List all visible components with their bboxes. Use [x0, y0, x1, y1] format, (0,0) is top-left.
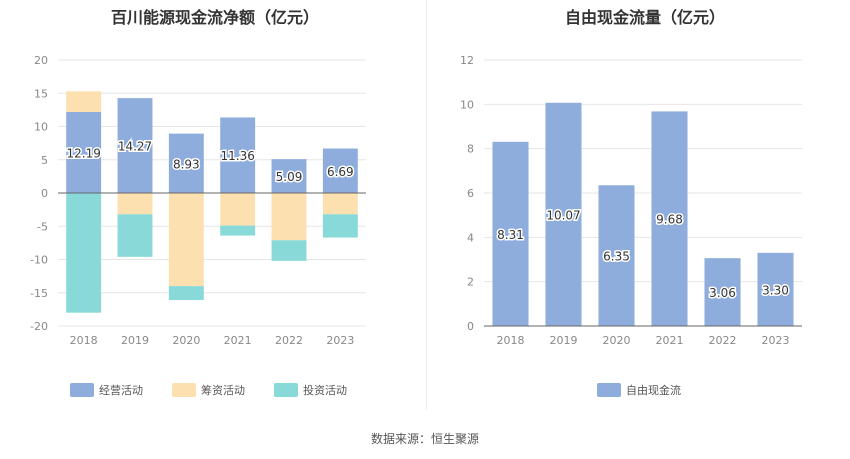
left-legend-swatch-经营活动[interactable]	[70, 383, 94, 397]
right-y-tick-label: 0	[467, 320, 474, 333]
left-legend-swatch-投资活动[interactable]	[274, 383, 298, 397]
left-y-tick-label: 10	[34, 121, 48, 134]
left-bar-筹资活动-2019	[117, 193, 153, 215]
right-data-label: 9.68	[656, 213, 683, 227]
left-bar-筹资活动-2022	[271, 193, 307, 241]
left-bar-经营活动-2021	[220, 117, 256, 193]
right-y-tick-label: 4	[467, 231, 474, 244]
left-legend-label-筹资活动[interactable]: 筹资活动	[201, 383, 245, 397]
left-bar-投资活动-2020	[168, 286, 204, 301]
right-y-tick-label: 12	[460, 54, 474, 67]
right-bar-自由现金流-2022	[704, 258, 741, 326]
left-data-label: 5.09	[276, 170, 303, 184]
right-x-tick-label: 2020	[603, 334, 631, 347]
left-y-tick-label: 20	[34, 54, 48, 67]
right-x-tick-label: 2023	[762, 334, 790, 347]
left-x-tick-label: 2018	[70, 334, 98, 347]
right-bar-自由现金流-2019	[545, 102, 582, 326]
left-bar-筹资活动-2018	[66, 91, 102, 112]
left-x-tick-label: 2023	[326, 334, 354, 347]
left-x-tick-label: 2022	[275, 334, 303, 347]
left-x-tick-label: 2019	[121, 334, 149, 347]
left-legend-swatch-筹资活动[interactable]	[172, 383, 196, 397]
left-bar-筹资活动-2021	[220, 193, 256, 226]
left-bar-投资活动-2019	[117, 214, 153, 257]
left-data-label: 8.93	[173, 157, 200, 171]
left-y-tick-label: 0	[41, 187, 48, 200]
right-y-tick-label: 10	[460, 98, 474, 111]
left-bar-投资活动-2023	[322, 214, 358, 238]
left-bar-筹资活动-2023	[322, 193, 358, 215]
left-data-label: 6.69	[327, 165, 354, 179]
left-y-tick-label: 15	[34, 87, 48, 100]
data-source-note: 数据来源：恒生聚源	[370, 432, 479, 446]
right-data-label: 3.06	[709, 286, 736, 300]
left-y-tick-label: -5	[37, 220, 48, 233]
right-chart-title: 自由现金流量（亿元）	[564, 8, 725, 27]
right-legend-label-自由现金流[interactable]: 自由现金流	[626, 383, 681, 397]
left-x-tick-label: 2021	[224, 334, 252, 347]
right-data-label: 6.35	[603, 250, 630, 264]
right-data-label: 3.30	[762, 283, 789, 297]
right-bar-自由现金流-2021	[651, 111, 688, 326]
right-data-label: 8.31	[497, 228, 524, 242]
left-legend-label-经营活动[interactable]: 经营活动	[99, 383, 143, 397]
chart-divider	[426, 0, 427, 410]
right-bar-自由现金流-2020	[598, 185, 635, 326]
left-y-tick-label: -10	[30, 254, 48, 267]
left-bar-经营活动-2018	[66, 111, 102, 193]
left-data-label: 14.27	[118, 140, 152, 154]
left-y-tick-label: -20	[30, 320, 48, 333]
left-bar-经营活动-2023	[322, 148, 358, 193]
left-y-tick-label: 5	[41, 154, 48, 167]
left-x-tick-label: 2020	[172, 334, 200, 347]
right-x-tick-label: 2019	[550, 334, 578, 347]
left-y-tick-label: -15	[30, 287, 48, 300]
right-data-label: 10.07	[546, 208, 580, 222]
right-x-tick-label: 2022	[709, 334, 737, 347]
right-legend-swatch-自由现金流[interactable]	[597, 383, 621, 397]
left-bar-投资活动-2022	[271, 240, 307, 261]
right-y-tick-label: 8	[467, 143, 474, 156]
left-bar-投资活动-2021	[220, 225, 256, 236]
left-bar-经营活动-2019	[117, 98, 153, 193]
right-bar-自由现金流-2018	[492, 141, 529, 326]
free-cashflow-bar-chart: 12 10 8 6 4 2 0 8.31 10.07 6.35 9.68 3.06 3.30 2018 20…	[460, 54, 802, 397]
left-chart-title: 百川能源现金流净额（亿元）	[110, 8, 319, 27]
right-bar-自由现金流-2023	[757, 252, 794, 326]
right-y-tick-label: 2	[467, 276, 474, 289]
left-data-label: 12.19	[66, 146, 100, 160]
cashflow-stacked-bar-chart: 20 15 10 5 0 -5 -10 -15 -20 12.19 14.27 8.93 11.36 5.…	[30, 54, 366, 397]
right-x-tick-label: 2018	[497, 334, 525, 347]
right-x-tick-label: 2021	[656, 334, 684, 347]
left-legend-label-投资活动[interactable]: 投资活动	[303, 383, 347, 397]
left-bar-经营活动-2022	[271, 159, 307, 193]
left-bar-经营活动-2020	[168, 133, 204, 193]
right-y-tick-label: 6	[467, 187, 474, 200]
left-bar-筹资活动-2020	[168, 193, 204, 287]
left-bar-投资活动-2018	[66, 193, 102, 313]
left-data-label: 11.36	[220, 149, 254, 163]
